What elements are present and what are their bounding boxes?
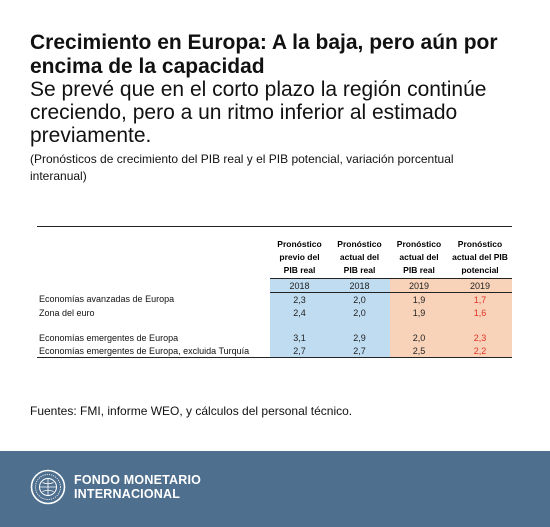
table-cell: 2,0 <box>390 331 448 344</box>
table-cell: 2,3 <box>270 292 329 306</box>
column-header-line: Pronóstico <box>277 239 322 249</box>
column-header-line: actual del <box>399 252 439 262</box>
row-label: Economías emergentes de Europa, excluida… <box>39 345 250 356</box>
org-name: FONDO MONETARIO INTERNACIONAL <box>74 473 201 501</box>
table-cell: 2,0 <box>329 292 390 306</box>
footer-band <box>0 451 550 527</box>
spacer-cell <box>329 319 390 331</box>
table-cell: 2,7 <box>270 344 329 357</box>
imf-seal-icon <box>30 469 66 505</box>
table-cell: 2,0 <box>329 306 390 319</box>
column-header-line: PIB real <box>283 265 316 275</box>
table-cell: 3,1 <box>270 331 329 344</box>
row-label: Zona del euro <box>39 307 95 318</box>
org-name-line2: INTERNACIONAL <box>74 487 181 501</box>
table-cell: 2,3 <box>448 331 512 344</box>
table-cell: 2,7 <box>329 344 390 357</box>
chart-title: Crecimiento en Europa: A la baja, pero a… <box>30 31 498 78</box>
year-cell: 2018 <box>329 278 390 293</box>
column-header-line: Pronóstico <box>396 239 442 249</box>
table-cell: 2,9 <box>329 331 390 344</box>
source-note: Fuentes: FMI, informe WEO, y cálculos de… <box>30 404 353 418</box>
column-header-row: Pronóstico previo del PIB real Pronóstic… <box>37 238 512 279</box>
year-cell: 2019 <box>448 278 512 293</box>
year-row-label <box>37 279 270 293</box>
table-top-rule <box>37 226 512 227</box>
spacer-cell <box>37 319 270 331</box>
table-cell: 2,4 <box>270 306 329 319</box>
table-cell: 1,7 <box>448 292 512 306</box>
rule-cell <box>37 357 270 358</box>
table-cell: 2,2 <box>448 344 512 357</box>
column-header-line: PIB real <box>403 265 435 275</box>
table-row: Economías avanzadas de Europa 2,3 2,0 1,… <box>37 292 512 306</box>
table-bottom-rule <box>37 357 512 358</box>
table-row: Zona del euro 2,4 2,0 1,9 1,6 <box>37 306 512 319</box>
org-name-line1: FONDO MONETARIO <box>74 473 202 487</box>
forecast-table-grid: Pronóstico previo del PIB real Pronóstic… <box>37 238 512 358</box>
column-header-line: Pronóstico <box>457 239 503 249</box>
table-row: Economías emergentes de Europa, excluida… <box>37 344 512 357</box>
spacer-row <box>37 319 512 331</box>
table-cell: 1,9 <box>390 306 448 319</box>
spacer-cell <box>390 319 448 331</box>
column-header: Pronóstico actual del PIB potencial <box>448 238 512 279</box>
rule-cell <box>390 357 448 358</box>
chart-subtitle: Se prevé que en el corto plazo la región… <box>30 78 487 147</box>
row-label: Economías avanzadas de Europa <box>39 294 175 305</box>
column-header: Pronóstico previo del PIB real <box>270 238 329 279</box>
rule-cell <box>448 357 512 358</box>
table-cell: 1,9 <box>390 292 448 306</box>
column-header-line: actual del PIB <box>452 252 508 262</box>
spacer-cell <box>448 319 512 331</box>
column-header-line: actual del <box>339 252 380 262</box>
row-label: Economías emergentes de Europa <box>39 332 179 343</box>
year-cell: 2018 <box>270 278 329 293</box>
year-row: 2018 2018 2019 2019 <box>37 278 512 293</box>
row-label-header <box>37 238 270 279</box>
column-header-line: potencial <box>461 265 499 275</box>
column-header: Pronóstico actual del PIB real <box>329 238 390 279</box>
table-cell: 2,5 <box>390 344 448 357</box>
spacer-cell <box>270 319 329 331</box>
year-cell: 2019 <box>390 278 448 293</box>
column-header-line: PIB real <box>343 265 376 275</box>
column-header-line: Pronóstico <box>337 239 382 249</box>
column-header: Pronóstico actual del PIB real <box>390 238 448 279</box>
chart-note: (Pronósticos de crecimiento del PIB real… <box>30 152 454 183</box>
rule-cell <box>329 357 390 358</box>
column-header-line: previo del <box>279 252 320 262</box>
rule-cell <box>270 357 329 358</box>
table-row: Economías emergentes de Europa 3,1 2,9 2… <box>37 331 512 344</box>
table-cell: 1,6 <box>448 306 512 319</box>
